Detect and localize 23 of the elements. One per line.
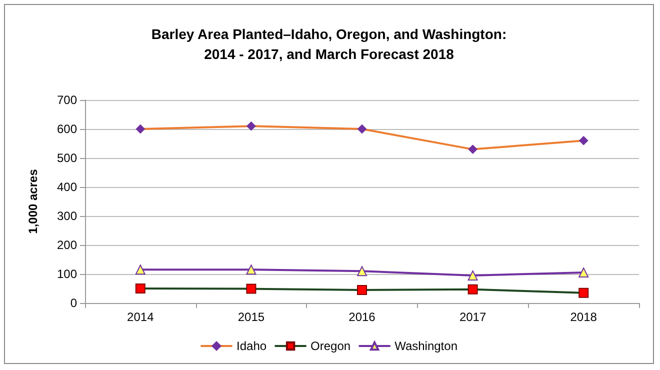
point — [135, 264, 146, 275]
point — [578, 268, 589, 278]
x-tick-label: 2016 — [348, 310, 376, 324]
chart-title: Barley Area Planted–Idaho, Oregon, and Washington: 2014 - 2017, and March Forecast 2018 — [151, 26, 507, 62]
y-tick-label: 0 — [70, 296, 78, 310]
y-tick-label: 600 — [56, 122, 78, 136]
y-tick-label: 700 — [56, 93, 78, 107]
y-axis-title: 1,000 acres — [26, 168, 40, 234]
y-tick-label: 400 — [56, 180, 78, 194]
point — [246, 264, 256, 275]
x-tick-label: 2015 — [238, 310, 265, 324]
legend-label: Washington — [394, 339, 458, 353]
x-tick-label: 2014 — [127, 310, 154, 324]
point — [468, 270, 478, 280]
legend-label: Idaho — [236, 339, 267, 353]
y-tick-label: 300 — [56, 209, 78, 223]
y-tick-label: 100 — [56, 267, 78, 281]
y-tick-label: 200 — [56, 238, 78, 252]
x-tick-label: 2017 — [459, 310, 486, 324]
legend-label: Oregon — [310, 339, 351, 353]
x-tick-label: 2018 — [570, 310, 598, 324]
point — [357, 266, 367, 276]
y-tick-label: 500 — [56, 151, 78, 165]
